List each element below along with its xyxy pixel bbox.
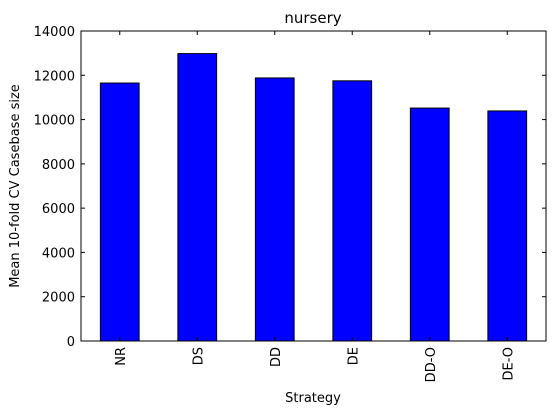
x-tick-label: DE-O [501, 347, 516, 381]
x-tick-label: DD [269, 347, 284, 367]
y-tick-label: 12000 [34, 69, 75, 84]
y-tick-label: 0 [67, 335, 75, 350]
y-tick-label: 10000 [34, 114, 75, 129]
x-tick-label: DD-O [424, 347, 439, 382]
y-tick-label: 8000 [42, 158, 75, 173]
y-tick-label: 4000 [42, 246, 75, 261]
x-tick-label: NR [114, 347, 129, 366]
bars-layer [99, 53, 528, 342]
y-tick-label: 2000 [42, 291, 75, 306]
bar-dd [254, 77, 295, 342]
chart-title: nursery [284, 9, 341, 27]
plot-frame [80, 30, 547, 342]
x-tick-label: DE [346, 347, 361, 365]
y-tick-label: 14000 [34, 25, 75, 40]
bar-ds [177, 53, 218, 342]
bar-nr [99, 82, 140, 342]
y-tick-label: 6000 [42, 202, 75, 217]
ticks-layer: NR DS DD DE DD-O DE-O 0 2000 4000 6000 8000 10000 12… [34, 25, 546, 382]
y-axis-label: Mean 10-fold CV Casebase size [8, 84, 23, 288]
bar-dd-o [409, 107, 450, 342]
x-tick-label: DS [191, 347, 206, 365]
bar-de [332, 80, 373, 342]
bar-de-o [487, 110, 528, 342]
x-axis-label: Strategy [285, 391, 341, 406]
